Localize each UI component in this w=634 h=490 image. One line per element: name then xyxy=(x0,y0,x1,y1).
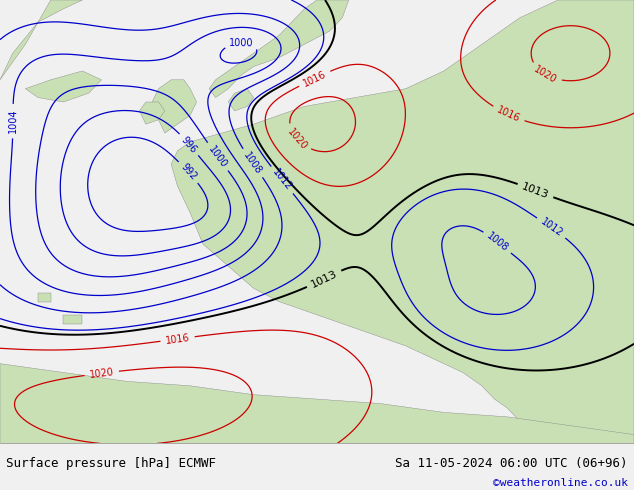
Text: 1020: 1020 xyxy=(285,126,309,151)
Polygon shape xyxy=(171,0,634,443)
Text: 1008: 1008 xyxy=(242,150,264,176)
Text: 1012: 1012 xyxy=(270,167,294,193)
Polygon shape xyxy=(228,89,254,111)
Text: 1016: 1016 xyxy=(165,332,190,345)
Text: 1000: 1000 xyxy=(207,144,229,170)
Text: 996: 996 xyxy=(179,134,199,155)
Polygon shape xyxy=(25,71,101,102)
Text: 1000: 1000 xyxy=(230,38,254,48)
Text: Surface pressure [hPa] ECMWF: Surface pressure [hPa] ECMWF xyxy=(6,458,216,470)
Polygon shape xyxy=(63,315,82,324)
Text: 1020: 1020 xyxy=(533,64,559,85)
Polygon shape xyxy=(0,0,82,80)
Polygon shape xyxy=(139,102,165,124)
Text: 1008: 1008 xyxy=(484,231,510,254)
Polygon shape xyxy=(0,364,634,443)
Text: 1020: 1020 xyxy=(89,367,115,380)
Text: 1013: 1013 xyxy=(521,181,550,200)
Text: 1016: 1016 xyxy=(495,105,522,124)
Text: 1013: 1013 xyxy=(309,269,339,290)
Polygon shape xyxy=(209,0,349,98)
Text: 992: 992 xyxy=(179,162,198,182)
Polygon shape xyxy=(38,293,51,301)
Polygon shape xyxy=(152,80,197,133)
Text: Sa 11-05-2024 06:00 UTC (06+96): Sa 11-05-2024 06:00 UTC (06+96) xyxy=(395,458,628,470)
Text: 1016: 1016 xyxy=(301,69,328,88)
Text: 1012: 1012 xyxy=(538,217,564,239)
Text: 1004: 1004 xyxy=(8,109,18,133)
Text: ©weatheronline.co.uk: ©weatheronline.co.uk xyxy=(493,478,628,488)
